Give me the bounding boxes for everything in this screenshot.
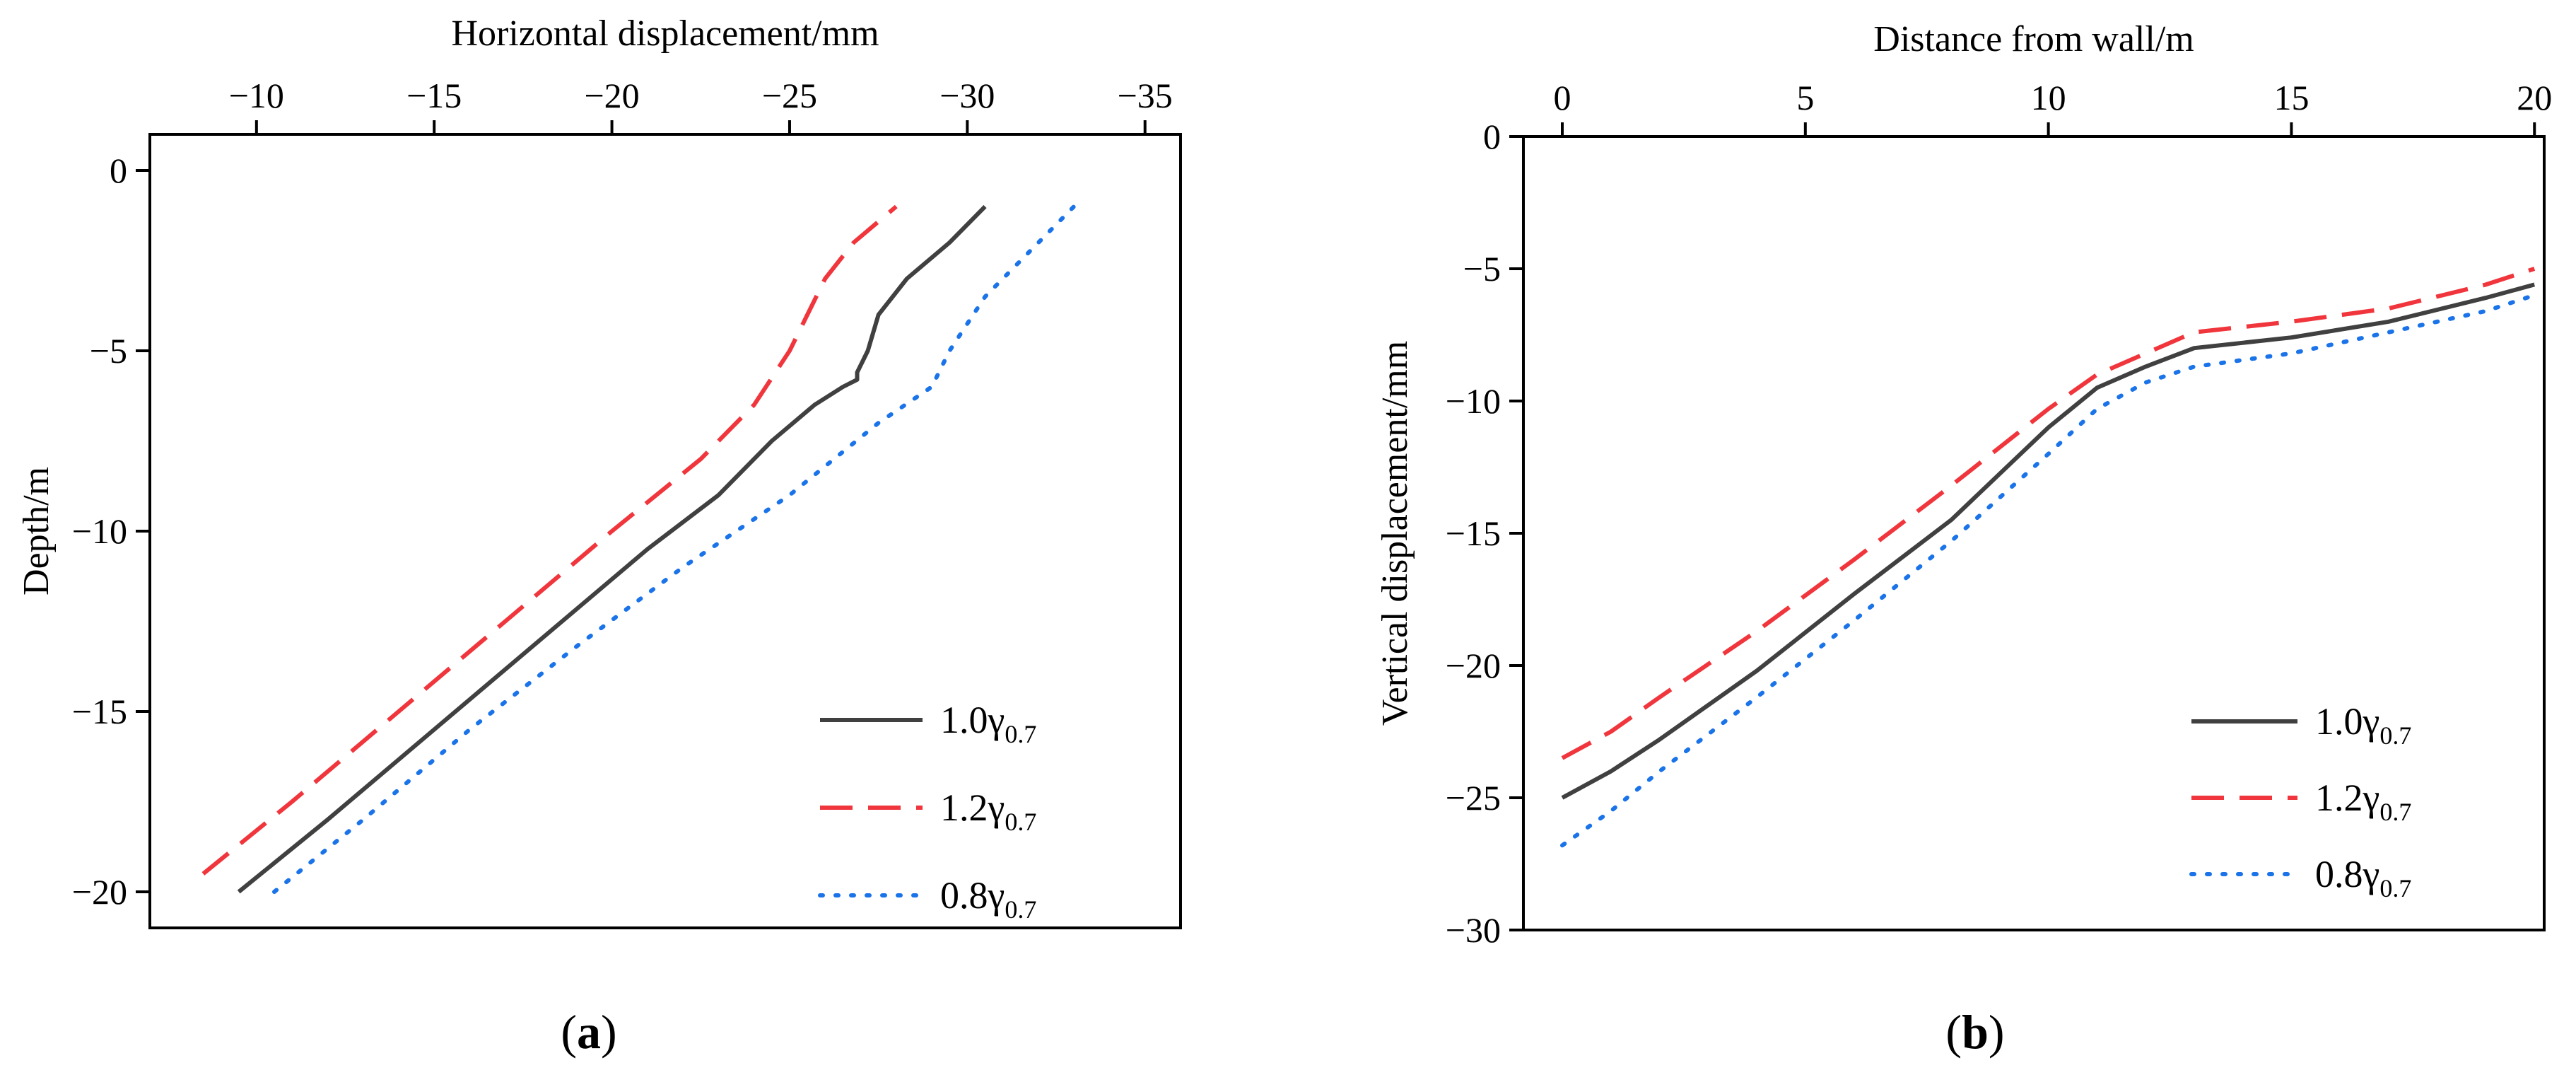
x-tick-label: 15 [2273,78,2309,117]
legend: 1.0γ0.71.2γ0.70.8γ0.7 [2189,700,2411,902]
legend-label-base: 0.8γ [2315,853,2379,895]
legend-label: 0.8γ0.7 [2315,853,2411,902]
legend-label: 1.2γ0.7 [940,786,1036,836]
y-tick-label: −10 [1446,381,1501,421]
y-tick-label: −20 [1446,646,1501,685]
y-tick-label: −10 [72,511,127,551]
panel-label: (b) [1945,1005,2004,1059]
panel-label-letter: a [577,1005,601,1059]
x-tick-label: 20 [2517,78,2552,117]
x-tick-label: 5 [1796,78,1814,117]
y-axis-title: Vertical displacement/mm [1375,341,1415,726]
chart-panel-a: −10 −15 −20 −25 −30 −35 0 −5 −10 −15 −20 Horizontal… [16,13,1182,1059]
legend-label: 1.0γ0.7 [2315,700,2411,750]
series-line [201,204,898,876]
y-tick-label: −15 [72,692,127,731]
x-tick-label: −15 [406,76,462,115]
series-line [1560,293,2537,848]
y-axis-title: Depth/m [16,467,57,595]
y-tick-label: 0 [1483,117,1501,156]
x-tick-label: 10 [2031,78,2066,117]
legend-label: 1.0γ0.7 [940,699,1036,748]
panel-label-open: ( [561,1005,577,1059]
x-tick-label: −20 [584,76,639,115]
panel-label: (a) [561,1005,616,1059]
legend-label-base: 1.2γ [940,786,1005,829]
panel-label-open: ( [1945,1005,1962,1059]
legend-label-base: 1.2γ [2315,777,2379,819]
x-axis-title: Distance from wall/m [1873,19,2194,59]
x-tick-label: −30 [939,76,995,115]
legend-label-base: 1.0γ [2315,700,2379,743]
panel-label-close: ) [601,1005,617,1059]
legend-label-subscript: 0.7 [1005,720,1036,748]
series-line [1561,267,2536,760]
legend-label-subscript: 0.7 [1005,808,1036,836]
series-line [237,204,987,894]
y-tick-label: −30 [1446,910,1501,950]
y-tick-label: −5 [90,331,127,371]
panel-label-close: ) [1989,1005,2005,1059]
x-tick-label: −25 [762,76,817,115]
legend-label-subscript: 0.7 [2379,874,2411,902]
legend-label-base: 1.0γ [940,699,1005,741]
x-tick-label: −10 [229,76,284,115]
y-tick-label: 0 [110,151,127,190]
chart-panel-b: 0 5 10 15 20 0 −5 −10 −15 −20 −25 −30 Distance from … [1375,19,2552,1059]
y-tick-label: −5 [1463,249,1501,289]
legend-label: 1.2γ0.7 [2315,777,2411,826]
x-axis-title: Horizontal displacement/mm [451,13,879,54]
legend-label: 0.8γ0.7 [940,874,1036,924]
legend-label-subscript: 0.7 [2379,798,2411,826]
y-tick-label: −25 [1446,778,1501,818]
legend-label-subscript: 0.7 [2379,721,2411,750]
x-tick-label: 0 [1554,78,1571,117]
panel-label-letter: b [1962,1005,1989,1059]
legend: 1.0γ0.71.2γ0.70.8γ0.7 [818,699,1036,924]
y-tick-label: −15 [1446,513,1501,553]
legend-label-base: 0.8γ [940,874,1005,917]
series-line [1561,282,2535,800]
x-tick-label: −35 [1118,76,1173,115]
y-tick-label: −20 [72,872,127,912]
legend-label-subscript: 0.7 [1005,895,1036,924]
